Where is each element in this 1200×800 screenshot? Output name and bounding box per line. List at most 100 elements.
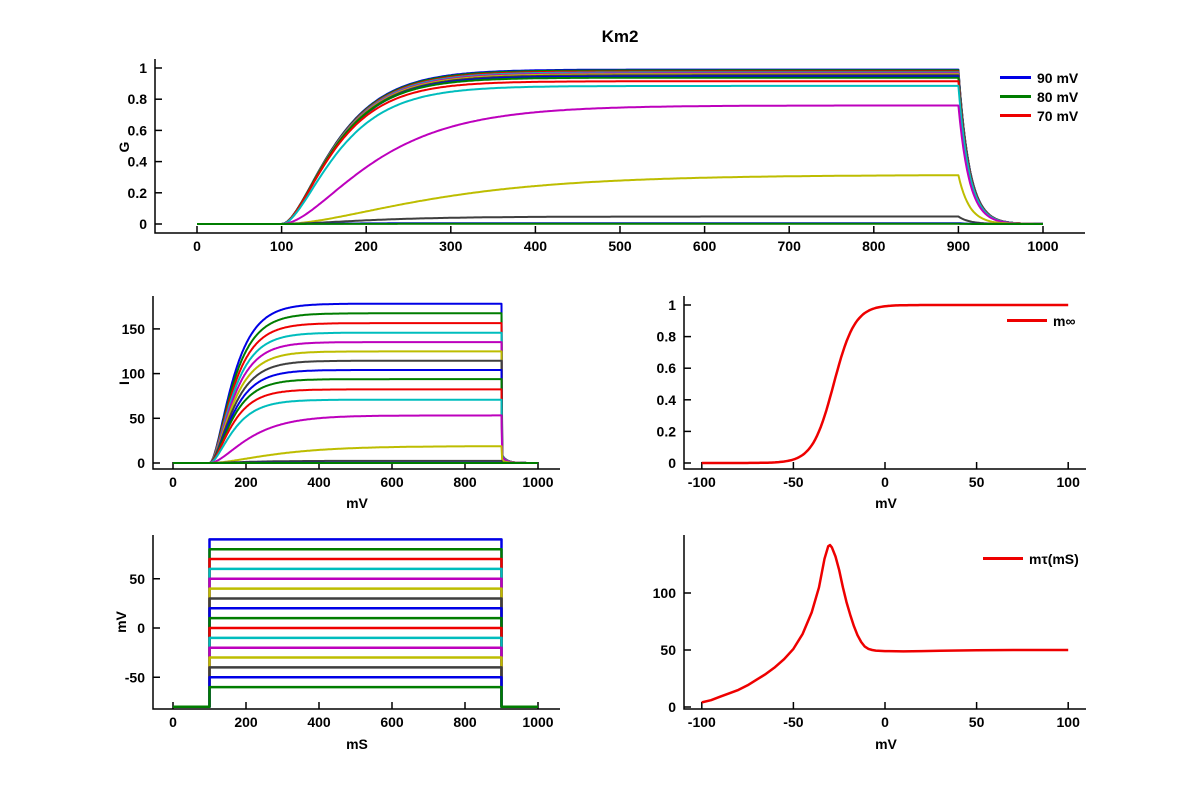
x-tick-label: 1000 xyxy=(522,714,553,730)
xlabel-current-plot: mV xyxy=(346,495,368,511)
legend-line-90mv xyxy=(1000,76,1031,79)
series-v-70mV xyxy=(173,557,538,709)
series-i-10mV xyxy=(172,378,539,464)
series-v-30mV xyxy=(173,597,538,709)
x-tick-label: 0 xyxy=(169,474,177,490)
x-tick-label: 600 xyxy=(693,238,717,254)
series-v--50mV xyxy=(173,676,538,709)
legend-label-90mv: 90 mV xyxy=(1037,69,1079,86)
legend-item-70mv: 70 mV xyxy=(1000,106,1078,125)
x-tick-label: 800 xyxy=(453,714,477,730)
x-tick-label: 100 xyxy=(270,238,294,254)
legend-label-minf: m∞ xyxy=(1053,312,1076,329)
series-g--40mV xyxy=(197,215,1043,225)
legend-item-80mv: 80 mV xyxy=(1000,87,1078,106)
x-tick-label: 100 xyxy=(1057,714,1081,730)
y-tick-label: 0.4 xyxy=(657,392,677,408)
legend-label-80mv: 80 mV xyxy=(1037,88,1079,105)
legend-conductance: 90 mV 80 mV 70 mV xyxy=(1000,68,1078,125)
x-tick-label: 600 xyxy=(380,714,404,730)
series-v-10mV xyxy=(173,616,538,709)
y-tick-label: 0.4 xyxy=(128,154,148,170)
series-g--10mV xyxy=(197,84,1043,225)
figure-title: Km2 xyxy=(601,27,639,46)
series-i--10mV xyxy=(172,398,539,464)
x-tick-label: -50 xyxy=(783,474,803,490)
series-v--60mV xyxy=(173,685,538,709)
legend-line-minf xyxy=(1007,319,1047,322)
series-i-30mV xyxy=(172,359,539,464)
series-i-20mV xyxy=(172,369,539,464)
axes-v: 0 200 400 600 800 1000 -50 0 50 xyxy=(125,535,560,730)
xlabel-voltage-plot: mS xyxy=(346,736,368,752)
y-tick-label: 50 xyxy=(129,571,145,587)
x-tick-label: -50 xyxy=(783,714,803,730)
x-tick-label: 50 xyxy=(969,714,985,730)
y-tick-label: 100 xyxy=(122,366,146,382)
x-tick-label: 0 xyxy=(881,714,889,730)
y-tick-label: 0.2 xyxy=(128,185,148,201)
y-tick-label: 50 xyxy=(129,410,145,426)
series-g-10mV xyxy=(197,76,1043,225)
legend-line-70mv xyxy=(1000,114,1031,117)
y-tick-label: 0.6 xyxy=(657,360,677,376)
y-tick-label: 0 xyxy=(668,699,676,715)
y-tick-label: 100 xyxy=(653,585,677,601)
series-g--30mV xyxy=(197,174,1043,225)
legend-line-80mv xyxy=(1000,95,1031,98)
legend-label-70mv: 70 mV xyxy=(1037,107,1079,124)
x-tick-label: 200 xyxy=(234,714,258,730)
x-tick-label: 200 xyxy=(355,238,379,254)
legend-mtau: mτ(mS) xyxy=(983,549,1079,568)
ylabel-conductance: G xyxy=(116,141,132,153)
x-tick-label: 400 xyxy=(307,474,331,490)
x-tick-label: 900 xyxy=(947,238,971,254)
y-tick-label: 0 xyxy=(137,455,145,471)
axes-mtau: -100 -50 0 50 100 0 50 100 xyxy=(653,535,1086,730)
legend-minf: m∞ xyxy=(1007,311,1075,330)
x-tick-label: 800 xyxy=(862,238,886,254)
series-mtau xyxy=(701,543,1069,704)
x-tick-label: 1000 xyxy=(522,474,553,490)
x-tick-label: 0 xyxy=(881,474,889,490)
y-tick-label: 0.8 xyxy=(128,91,148,107)
series-v--30mV xyxy=(173,656,538,709)
y-tick-label: -50 xyxy=(125,669,145,685)
x-tick-label: 300 xyxy=(439,238,463,254)
axes-i: 0 200 400 600 800 1000 0 50 100 150 xyxy=(122,296,560,490)
series-i-60mV xyxy=(172,331,539,464)
x-tick-label: 1000 xyxy=(1027,238,1058,254)
x-tick-label: 600 xyxy=(380,474,404,490)
xlabel-minf-plot: mV xyxy=(875,495,897,511)
axes-g: 0 100 200 300 400 500 600 700 800 900 1000 0 0.2 0.4 0… xyxy=(128,59,1085,254)
series-g-20mV xyxy=(197,75,1043,225)
series-i--30mV xyxy=(172,445,539,464)
y-tick-label: 150 xyxy=(122,321,146,337)
series-minf xyxy=(701,303,1069,465)
series-v-90mV xyxy=(173,538,538,709)
series-i-80mV xyxy=(172,312,539,464)
y-tick-label: 50 xyxy=(660,642,676,658)
legend-item-minf: m∞ xyxy=(1007,311,1075,330)
legend-line-mtau xyxy=(983,557,1023,560)
y-tick-label: 0 xyxy=(137,620,145,636)
series-i--20mV xyxy=(172,414,539,464)
legend-label-mtau: mτ(mS) xyxy=(1029,550,1079,567)
series-i-0mV xyxy=(172,388,539,464)
y-tick-label: 0 xyxy=(668,455,676,471)
x-tick-label: 800 xyxy=(453,474,477,490)
x-tick-label: -100 xyxy=(688,714,716,730)
x-tick-label: 400 xyxy=(524,238,548,254)
series-i-40mV xyxy=(172,350,539,464)
series-i-50mV xyxy=(172,341,539,464)
y-tick-label: 0.8 xyxy=(657,329,677,345)
series-g--20mV xyxy=(197,104,1043,225)
x-tick-label: 100 xyxy=(1057,474,1081,490)
legend-item-90mv: 90 mV xyxy=(1000,68,1078,87)
series-i-70mV xyxy=(172,322,539,464)
ylabel-current: I xyxy=(116,381,132,385)
x-tick-label: 0 xyxy=(193,238,201,254)
x-tick-label: 50 xyxy=(969,474,985,490)
y-tick-label: 1 xyxy=(139,60,147,76)
